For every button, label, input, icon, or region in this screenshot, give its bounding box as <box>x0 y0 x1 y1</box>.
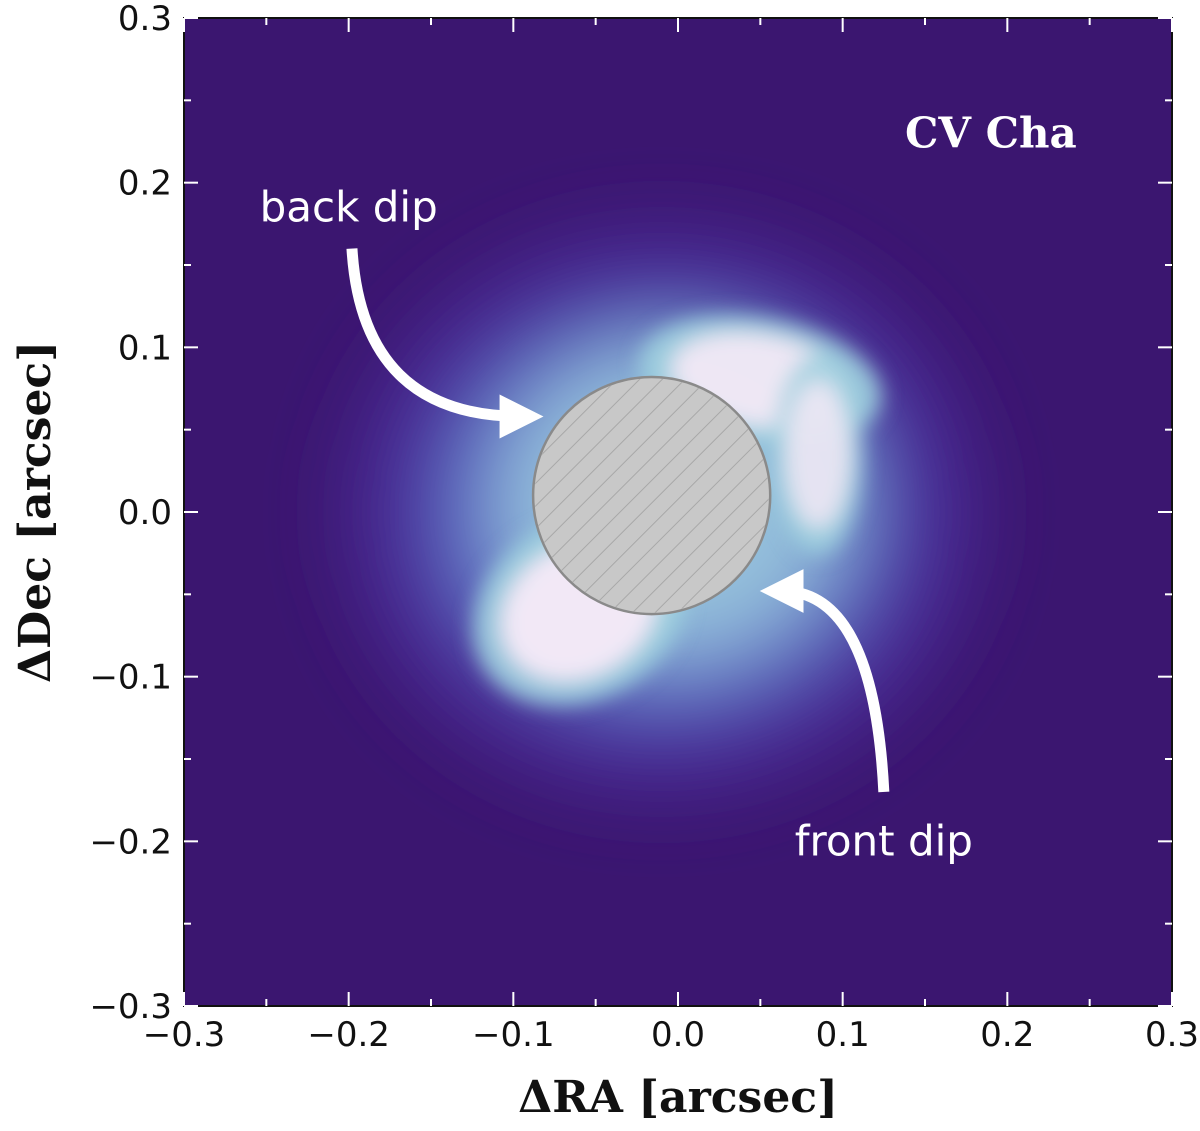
x-tick-label: −0.3 <box>143 1015 226 1055</box>
x-tick-labels: −0.3 −0.2 −0.1 0.0 0.1 0.2 0.3 <box>143 1015 1199 1055</box>
x-axis-title: ΔRA [arcsec] <box>518 1072 838 1123</box>
plot-area <box>184 18 1172 1006</box>
y-tick-labels: −0.3 −0.2 −0.1 0.0 0.1 0.2 0.3 <box>89 0 172 1027</box>
annotation: front dip <box>759 569 973 865</box>
y-tick-label: −0.2 <box>89 822 172 862</box>
annotation: back dip <box>260 182 544 439</box>
coronagraph-mask <box>531 375 772 616</box>
x-tick-label: 0.3 <box>1145 1015 1199 1055</box>
x-tick-label: 0.2 <box>980 1015 1034 1055</box>
y-tick-label: 0.2 <box>118 164 172 204</box>
y-axis-title: ΔDec [arcsec] <box>10 341 61 683</box>
disk-lobe <box>773 354 863 555</box>
mask-hatch <box>534 378 769 613</box>
annotation-arrow <box>759 569 890 793</box>
disk-lobe-core <box>785 380 851 529</box>
y-tick-label: −0.3 <box>89 987 172 1027</box>
annotation-label: back dip <box>260 182 438 231</box>
annotation-arrow <box>346 248 544 439</box>
x-tick-label: −0.1 <box>472 1015 555 1055</box>
annotation-label: front dip <box>795 816 973 865</box>
x-tick-label: −0.2 <box>307 1015 390 1055</box>
x-tick-label: 0.0 <box>651 1015 705 1055</box>
y-tick-label: 0.1 <box>118 328 172 368</box>
target-label: CV Cha <box>905 108 1077 157</box>
x-tick-label: 0.1 <box>816 1015 870 1055</box>
axis-ticks <box>183 17 1173 1007</box>
y-tick-label: 0.0 <box>118 493 172 533</box>
annotations: back dip front dip <box>260 182 973 865</box>
y-tick-label: 0.3 <box>118 0 172 39</box>
y-tick-label: −0.1 <box>89 658 172 698</box>
